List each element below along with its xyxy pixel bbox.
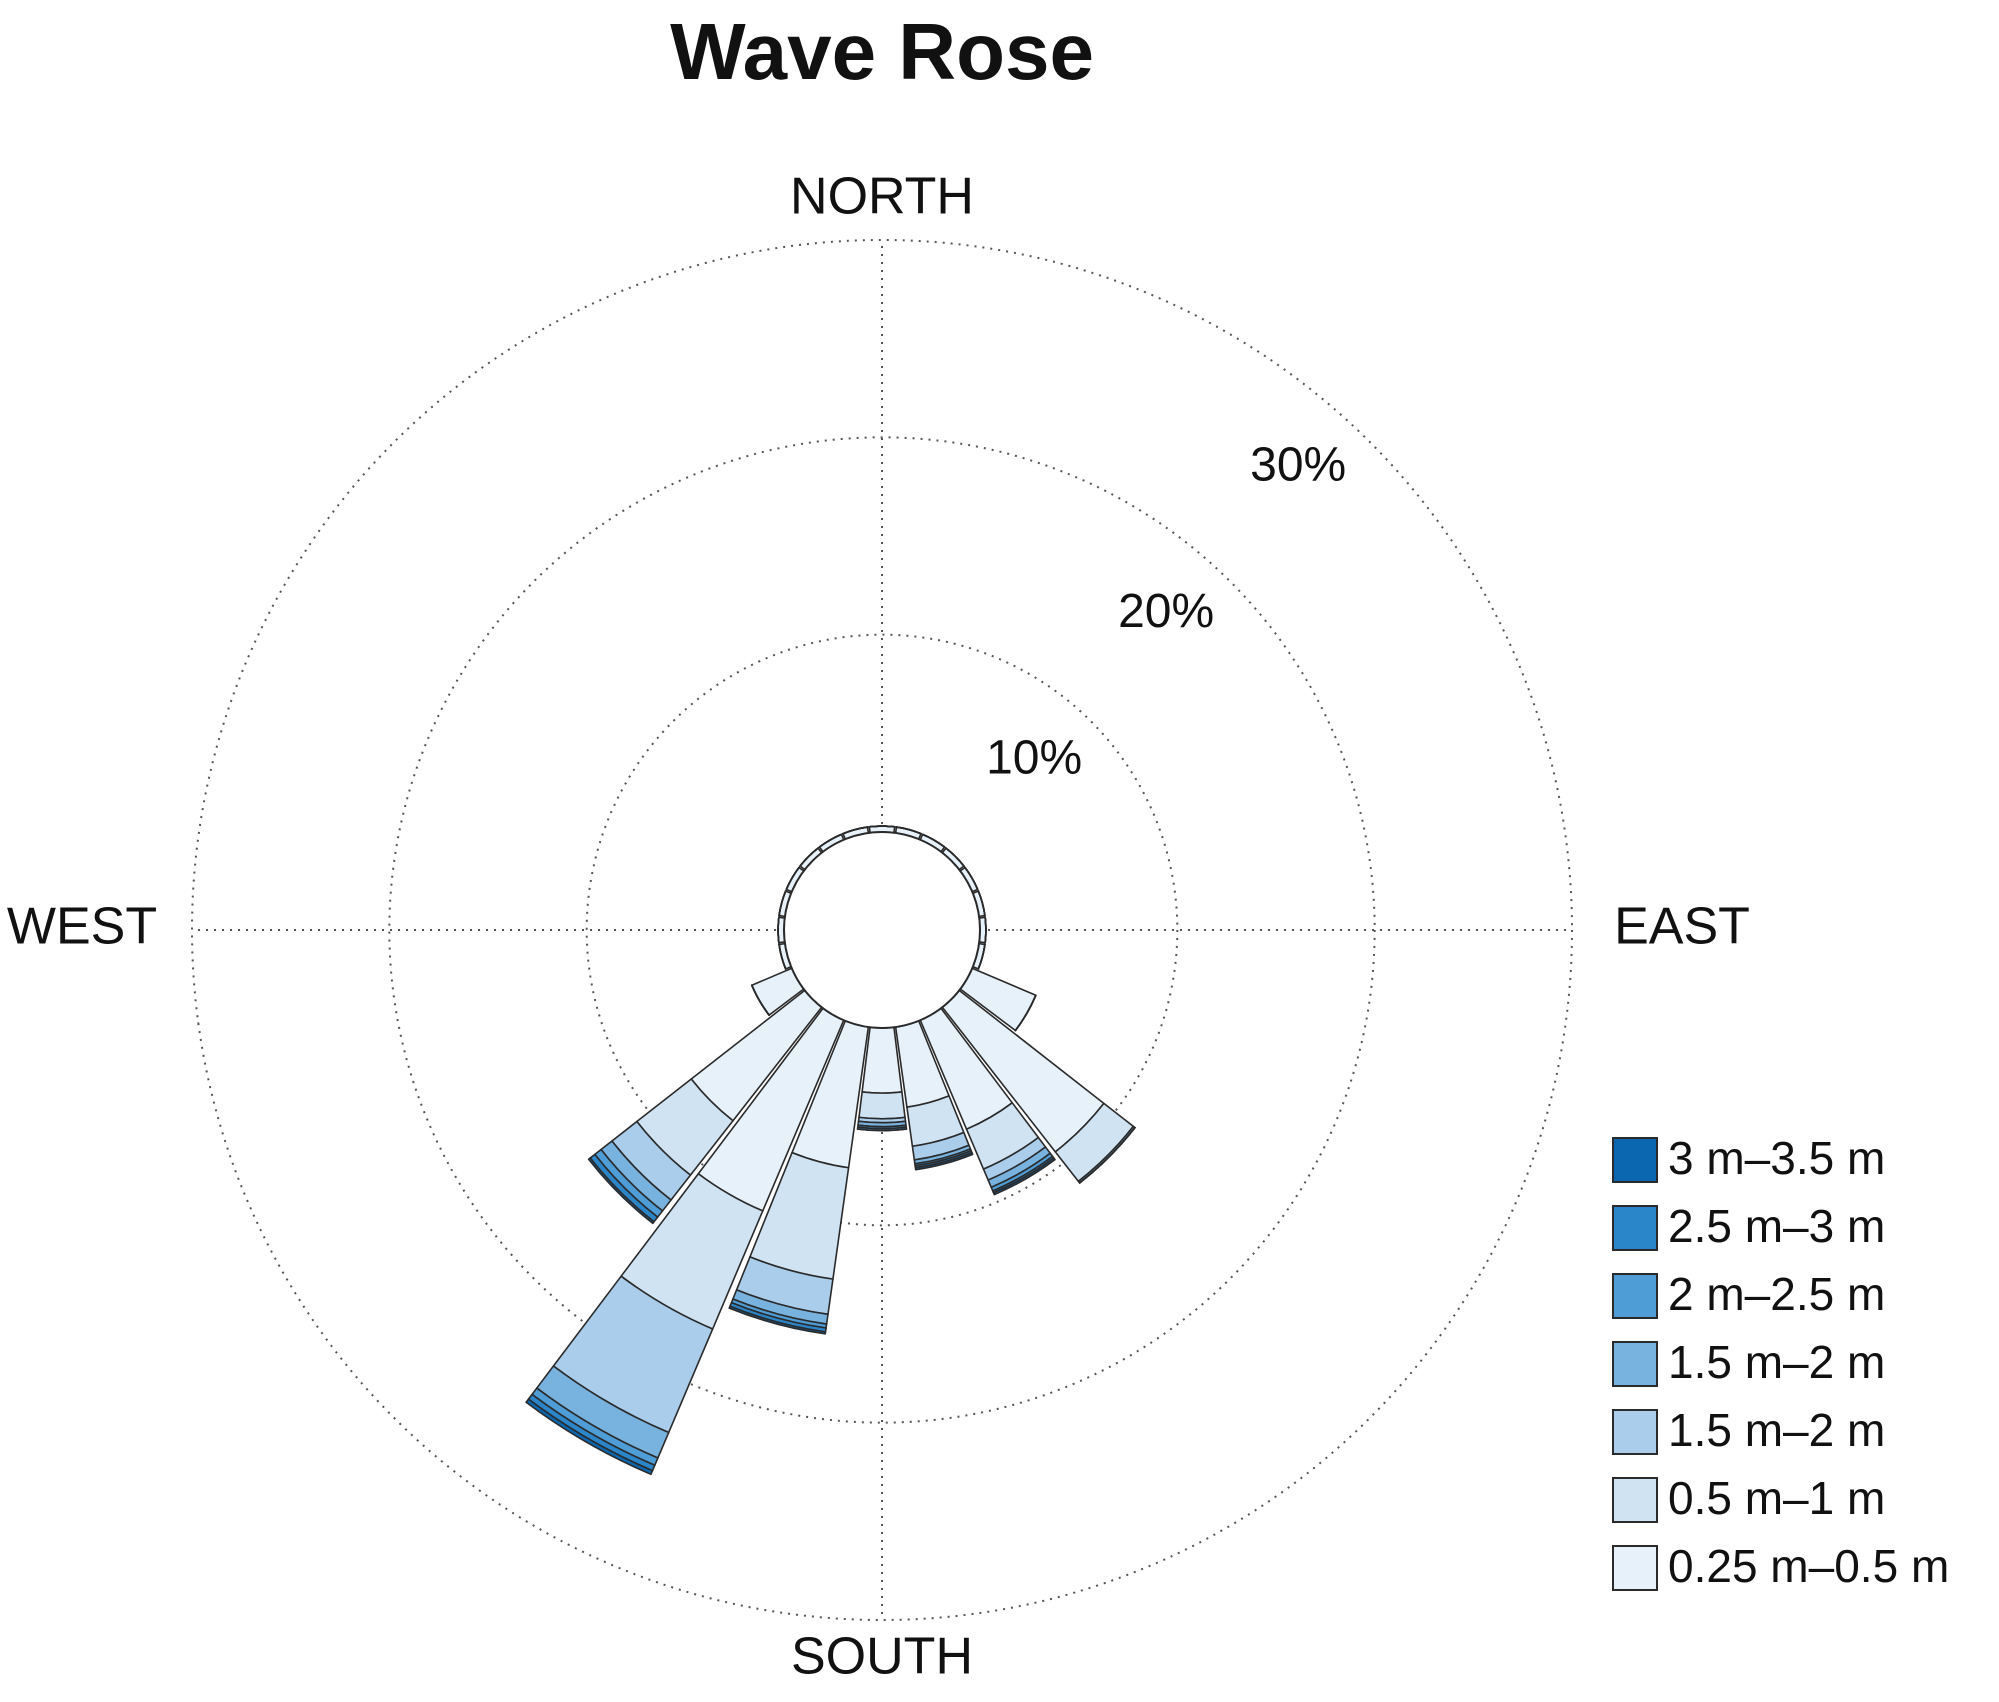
rose-segment xyxy=(778,943,787,970)
rose-segment xyxy=(785,866,800,891)
rose-segment xyxy=(751,984,770,1016)
direction-label: NORTH xyxy=(790,168,974,226)
rose-segment xyxy=(799,847,819,867)
legend-label: 2 m–2.5 m xyxy=(1668,1268,1885,1320)
rose-segment xyxy=(921,833,946,848)
legend-swatch xyxy=(1612,1477,1658,1523)
rose-segment xyxy=(818,833,843,848)
legend-swatch xyxy=(1612,1273,1658,1319)
rose-segment xyxy=(895,826,922,835)
rose-segment xyxy=(778,890,787,917)
direction-label: EAST xyxy=(1614,898,1750,956)
rose-segment xyxy=(858,1091,906,1120)
legend-label: 1.5 m–2 m xyxy=(1668,1336,1885,1388)
legend-swatch xyxy=(1612,1137,1658,1183)
center-hole xyxy=(783,831,981,1029)
legend-label: 0.5 m–1 m xyxy=(1668,1472,1885,1524)
rose-segment xyxy=(587,1157,655,1225)
legend-swatch xyxy=(1612,1545,1658,1591)
grid-circle xyxy=(388,436,1376,1424)
rose-segment xyxy=(777,916,780,944)
rose-segment xyxy=(868,825,896,828)
legend-label: 0.25 m–0.5 m xyxy=(1668,1540,1949,1592)
rose-segment xyxy=(945,847,965,867)
direction-label: SOUTH xyxy=(791,1628,973,1686)
grid-circle xyxy=(191,239,1573,1621)
rose-segment xyxy=(842,826,869,835)
rose-segment xyxy=(861,1026,903,1094)
legend-swatch xyxy=(1612,1409,1658,1455)
rose-segment xyxy=(992,1157,1056,1196)
rose-segment xyxy=(1078,1126,1136,1184)
rose-segment xyxy=(977,890,986,917)
rose-segment xyxy=(525,1398,654,1476)
r-tick-label: 20% xyxy=(1118,585,1214,638)
legend-label: 1.5 m–2 m xyxy=(1668,1404,1885,1456)
chart-title: Wave Rose xyxy=(670,7,1094,96)
grid: 10% 20% 30% NORTH EAST SOUTH WEST xyxy=(7,168,1750,1686)
legend-swatch xyxy=(1612,1205,1658,1251)
rose-segment xyxy=(964,866,979,891)
legend-label: 2.5 m–3 m xyxy=(1668,1200,1885,1252)
direction-label: WEST xyxy=(7,898,157,956)
rose-segment xyxy=(984,916,987,944)
r-tick-label: 10% xyxy=(986,732,1082,785)
rose-segment xyxy=(914,1151,974,1171)
rose-segment xyxy=(856,1128,908,1132)
legend-swatch xyxy=(1612,1341,1658,1387)
grid-circle xyxy=(585,633,1179,1227)
rose-segment xyxy=(728,1305,827,1335)
legend-label: 3 m–3.5 m xyxy=(1668,1132,1885,1184)
rose-segment xyxy=(977,943,986,970)
bars xyxy=(525,825,1136,1476)
legend: 0.25 m–0.5 m 0.5 m–1 m 1.5 m–2 m 1.5 m–2 m 2… xyxy=(1612,1132,1949,1592)
rose-segment xyxy=(1014,994,1037,1032)
r-tick-label: 30% xyxy=(1250,438,1346,491)
